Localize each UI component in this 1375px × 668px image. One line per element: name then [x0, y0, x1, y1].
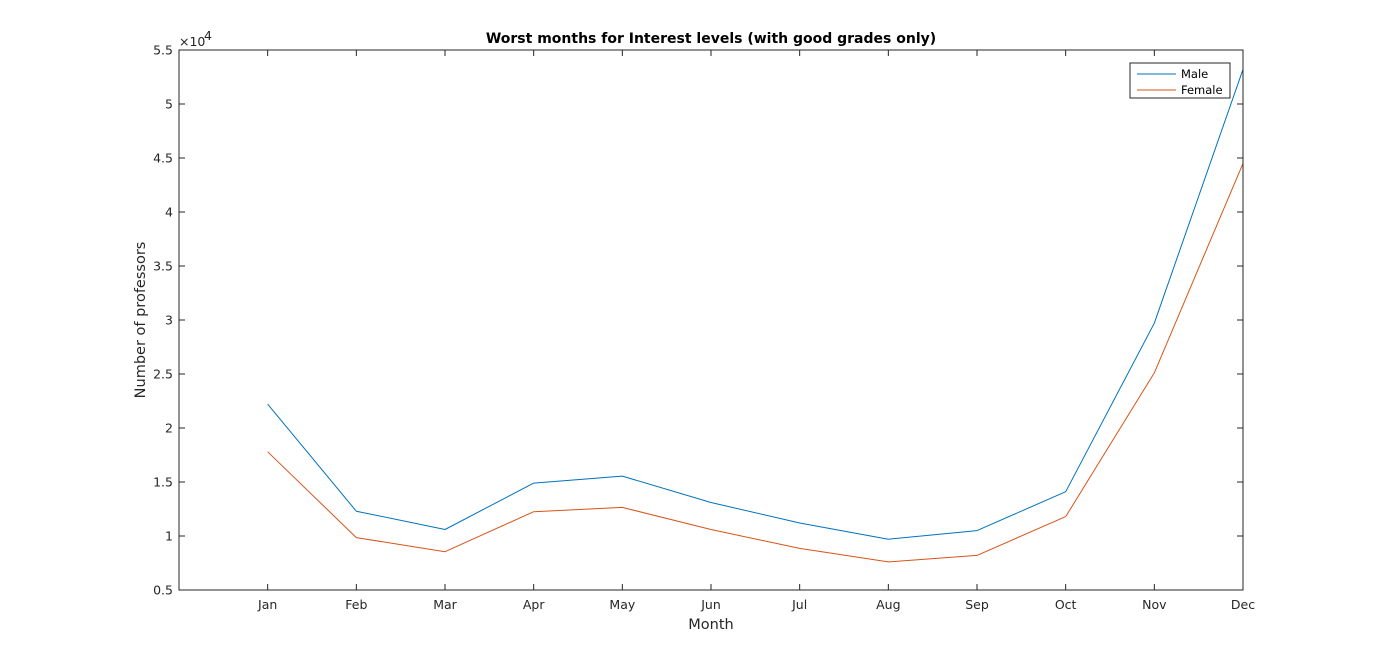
legend: Male Female	[1129, 62, 1231, 99]
y-tick-label: 5	[165, 97, 173, 112]
y-tick-label: 3.5	[153, 259, 173, 274]
x-tick-label-sep: Sep	[965, 597, 989, 612]
chart-title: Worst months for Interest levels (with g…	[486, 31, 936, 47]
legend-label-female: Female	[1181, 83, 1223, 97]
x-tick-label-oct: Oct	[1055, 597, 1077, 612]
x-tick-label-mar: Mar	[433, 597, 457, 612]
series-layer	[267, 69, 1244, 563]
y-tick-label: 2.5	[153, 367, 173, 382]
y-exponent-base: ×10	[179, 34, 205, 49]
y-tick-label: 4	[165, 205, 173, 220]
x-tick-label-apr: Apr	[523, 597, 545, 612]
x-tick-label-dec: Dec	[1231, 597, 1255, 612]
legend-box	[1129, 62, 1231, 99]
x-tick-label-may: May	[609, 597, 635, 612]
x-tick-label-jun: Jun	[700, 597, 721, 612]
y-tick-label: 4.5	[153, 151, 173, 166]
x-tick-label-jan: Jan	[257, 597, 277, 612]
y-exponent-power: 4	[204, 28, 212, 43]
y-tick-label: 2	[165, 421, 173, 436]
x-axis-title: Month	[688, 617, 733, 633]
y-tick-label: 3	[165, 313, 173, 328]
series-line-male	[267, 69, 1244, 540]
x-tick-label-aug: Aug	[876, 597, 900, 612]
x-tick-label-feb: Feb	[345, 597, 367, 612]
y-tick-label: 5.5	[153, 43, 173, 58]
y-axis-title: Number of professors	[133, 242, 149, 399]
y-tick-label: 1	[165, 529, 173, 544]
series-line-female	[267, 163, 1244, 563]
plot-area	[179, 50, 1243, 590]
legend-label-male: Male	[1181, 67, 1208, 81]
x-tick-label-jul: Jul	[791, 597, 807, 612]
y-tick-label: 1.5	[153, 475, 173, 490]
x-tick-label-nov: Nov	[1142, 597, 1167, 612]
y-exponent-label: ×10 4	[179, 28, 212, 49]
y-tick-label: 0.5	[153, 583, 173, 598]
ticks-layer: 0.5 1 1.5 2 2.5 3 3.5 4 4.5 5 5.5 Jan Feb Mar Apr May Ju…	[153, 43, 1255, 613]
